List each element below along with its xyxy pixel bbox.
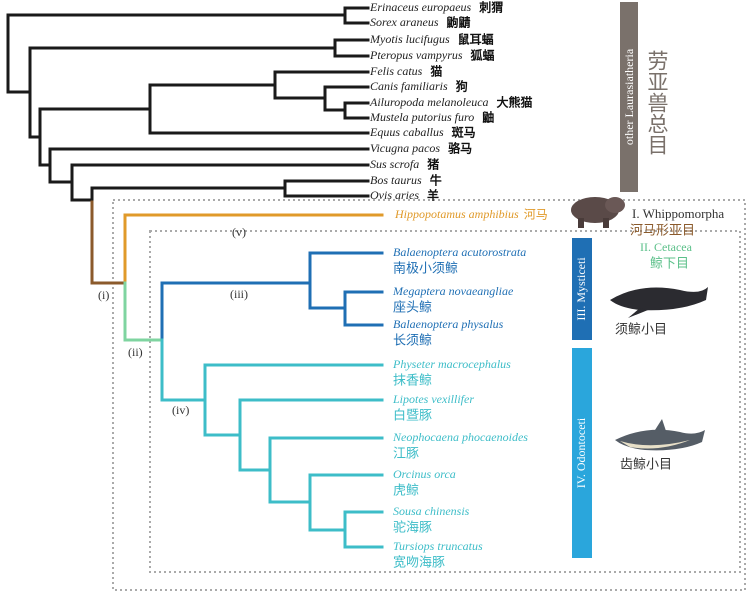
dolphin-icon: [615, 419, 705, 451]
taxon-latin: Lipotes vexillifer: [392, 392, 474, 406]
taxon-chinese: 羊: [427, 188, 439, 203]
taxon-chinese: 座头鲸: [393, 301, 432, 316]
taxon-latin: Pteropus vampyrus: [369, 48, 463, 62]
odontoceti-bar: [572, 348, 592, 558]
node-label: (ii): [128, 345, 143, 359]
taxon-chinese: 鼠耳蝠: [458, 32, 494, 47]
taxon-chinese: 河马: [524, 208, 548, 222]
group-label: II. Cetacea: [640, 240, 693, 254]
taxon-latin: Erinaceus europaeus: [369, 0, 472, 14]
taxon-latin: Mustela putorius furo: [369, 110, 474, 124]
group-label: I. Whippomorpha: [632, 206, 724, 221]
taxon-chinese: 鼬: [482, 110, 494, 125]
taxon-latin: Ailuropoda melanoleuca: [369, 95, 489, 109]
whale-icon: [610, 287, 708, 318]
whippomorpha-box: [112, 199, 746, 591]
taxon-latin: Balaenoptera acutorostrata: [393, 245, 526, 259]
taxon-chinese: 南极小须鲸: [393, 261, 458, 277]
node-label: (i): [98, 288, 109, 302]
taxon-chinese: 骆马: [448, 141, 472, 156]
taxon-latin: Myotis lucifugus: [369, 32, 450, 46]
taxon-latin: Vicugna pacos: [370, 141, 440, 155]
laurasiatheria-bar: [620, 2, 638, 192]
group-label: III. Mysticeti: [574, 257, 588, 321]
taxon-chinese: 驼海豚: [393, 520, 432, 536]
taxon-latin: Sus scrofa: [370, 157, 419, 171]
taxon-chinese: 长须鲸: [393, 334, 432, 349]
taxon-latin: Ovis aries: [370, 188, 419, 202]
taxon-latin: Neophocaena phocaenoides: [392, 430, 528, 444]
hippo-icon: [571, 197, 625, 228]
taxon-chinese: 刺猬: [478, 0, 503, 15]
taxon-latin: Hippopotamus amphibius: [394, 207, 519, 221]
taxon-chinese: 猫: [430, 64, 442, 79]
taxon-chinese: 江豚: [393, 447, 419, 462]
taxon-latin: Equus caballus: [369, 125, 444, 139]
taxon-latin: Sousa chinensis: [393, 504, 470, 518]
taxon-latin: Felis catus: [369, 64, 423, 78]
taxon-chinese: 抹香鲸: [393, 374, 432, 389]
taxon-chinese: 狐蝠: [471, 48, 495, 63]
cetacea-box: [149, 230, 741, 573]
taxon-chinese: 斑马: [452, 125, 476, 140]
taxon-chinese: 虎鲸: [393, 484, 419, 499]
taxon-chinese: 猪: [426, 157, 439, 172]
group-chinese: 河马形亚目: [630, 224, 695, 239]
taxon-latin: Tursiops truncatus: [393, 539, 483, 553]
group-chinese: 鲸下目: [650, 257, 689, 272]
mysticeti-bar: [572, 238, 592, 340]
node-label: (iv): [172, 403, 189, 417]
taxon-latin: Orcinus orca: [393, 467, 456, 481]
taxon-chinese: 宽吻海豚: [393, 555, 445, 571]
group-chinese: 须鲸小目: [615, 323, 667, 338]
taxon-latin: Physeter macrocephalus: [392, 357, 511, 371]
group-label: IV. Odontoceti: [574, 417, 588, 488]
group-chinese: 齿鲸小目: [620, 458, 672, 473]
group-chinese: 劳亚兽总目: [645, 50, 669, 155]
taxon-chinese: 大熊猫: [497, 95, 533, 110]
node-label: (v): [232, 225, 246, 239]
taxon-latin: Megaptera novaeangliae: [392, 284, 514, 298]
taxon-chinese: 狗: [456, 79, 468, 94]
taxon-latin: Bos taurus: [370, 173, 422, 187]
group-label: other Laurasiatheria: [622, 48, 636, 145]
taxon-chinese: 鼩鼱: [447, 15, 471, 30]
node-label: (iii): [230, 287, 248, 301]
taxon-latin: Balaenoptera physalus: [393, 317, 504, 331]
taxon-latin: Canis familiaris: [370, 79, 448, 93]
taxon-chinese: 牛: [430, 173, 442, 188]
taxon-latin: Sorex araneus: [370, 15, 439, 29]
taxon-chinese: 白暨豚: [393, 408, 432, 424]
